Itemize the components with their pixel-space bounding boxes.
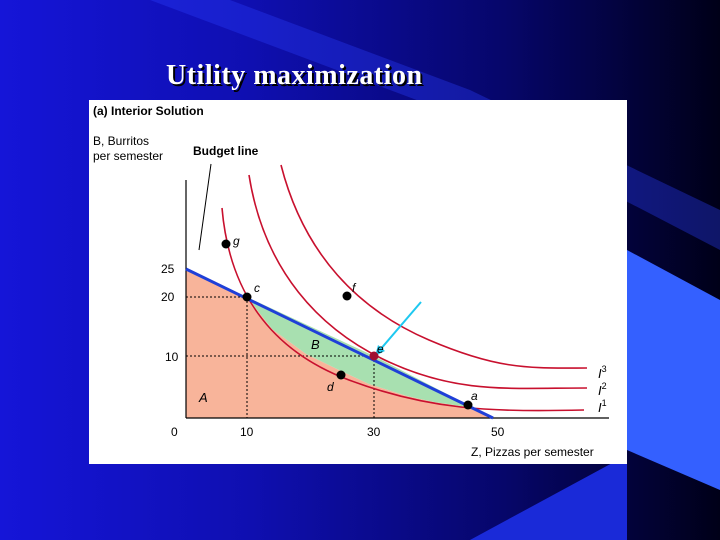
budget-line — [185, 267, 494, 420]
y-axis-label-line2: per semester — [93, 149, 163, 163]
point-d — [336, 370, 346, 380]
panel-title: (a) Interior Solution — [93, 104, 204, 118]
slide-title: Utility maximization — [166, 60, 423, 91]
y-tick-10: 10 — [165, 350, 179, 364]
origin-label: 0 — [171, 425, 178, 439]
diagram-figure: g c f e d a A B I3 I2 I1 25 20 10 0 10 3… — [89, 100, 627, 464]
x-tick-30: 30 — [367, 425, 381, 439]
region-a-label: A — [198, 390, 208, 405]
point-e — [369, 351, 379, 361]
label-e: e — [377, 342, 384, 356]
budget-line-label: Budget line — [193, 144, 259, 158]
y-tick-25: 25 — [161, 262, 175, 276]
indifference-curve-i3 — [280, 164, 588, 369]
label-g: g — [233, 234, 240, 248]
indifference-curve-i2 — [248, 174, 588, 390]
arrow-to-e — [378, 301, 422, 352]
curve-label-i3: I3 — [598, 364, 607, 381]
x-tick-10: 10 — [240, 425, 254, 439]
x-axis-label: Z, Pizzas per semester — [471, 445, 594, 459]
budget-line-pointer — [198, 163, 212, 251]
point-c — [242, 292, 252, 302]
point-f — [342, 291, 352, 301]
decorative-triangle-bottom — [470, 455, 627, 540]
point-g — [221, 239, 231, 249]
curve-label-i1: I1 — [598, 398, 607, 415]
label-a: a — [471, 389, 478, 403]
decorative-panel-right — [627, 250, 720, 490]
label-c: c — [254, 281, 260, 295]
guide-lines — [186, 296, 375, 418]
region-b-label: B — [311, 337, 320, 352]
point-a — [463, 400, 473, 410]
indifference-curve-i1 — [221, 207, 585, 412]
label-d: d — [327, 380, 334, 394]
y-tick-20: 20 — [161, 290, 175, 304]
x-tick-50: 50 — [491, 425, 505, 439]
label-f: f — [352, 281, 357, 295]
curve-label-i2: I2 — [598, 381, 607, 398]
utility-diagram: g c f e d a A B I3 I2 I1 25 20 10 0 10 3… — [93, 104, 609, 459]
region-a — [186, 269, 493, 418]
y-axis-label-line1: B, Burritos — [93, 134, 149, 148]
